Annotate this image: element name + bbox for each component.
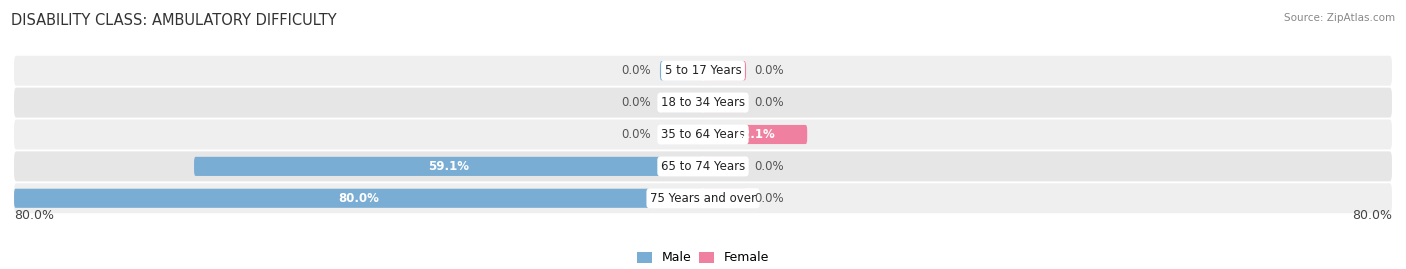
FancyBboxPatch shape [14,189,703,208]
FancyBboxPatch shape [659,125,703,144]
Text: 59.1%: 59.1% [427,160,470,173]
FancyBboxPatch shape [14,119,1392,150]
Text: 12.1%: 12.1% [735,128,776,141]
Text: 0.0%: 0.0% [755,192,785,205]
FancyBboxPatch shape [703,93,747,112]
Text: 35 to 64 Years: 35 to 64 Years [661,128,745,141]
FancyBboxPatch shape [703,189,747,208]
FancyBboxPatch shape [703,125,807,144]
FancyBboxPatch shape [659,93,703,112]
Text: 80.0%: 80.0% [337,192,380,205]
Text: Source: ZipAtlas.com: Source: ZipAtlas.com [1284,13,1395,23]
Text: 5 to 17 Years: 5 to 17 Years [665,64,741,77]
Text: 18 to 34 Years: 18 to 34 Years [661,96,745,109]
FancyBboxPatch shape [194,157,703,176]
Text: 0.0%: 0.0% [621,128,651,141]
Text: DISABILITY CLASS: AMBULATORY DIFFICULTY: DISABILITY CLASS: AMBULATORY DIFFICULTY [11,13,337,29]
Text: 0.0%: 0.0% [621,64,651,77]
Text: 0.0%: 0.0% [755,96,785,109]
Text: 75 Years and over: 75 Years and over [650,192,756,205]
Text: 0.0%: 0.0% [755,64,785,77]
FancyBboxPatch shape [703,157,747,176]
FancyBboxPatch shape [14,88,1392,118]
FancyBboxPatch shape [703,61,747,80]
FancyBboxPatch shape [14,183,1392,213]
Text: 0.0%: 0.0% [755,160,785,173]
Text: 0.0%: 0.0% [621,96,651,109]
FancyBboxPatch shape [14,151,1392,181]
Text: 80.0%: 80.0% [1353,209,1392,222]
Text: 65 to 74 Years: 65 to 74 Years [661,160,745,173]
Legend: Male, Female: Male, Female [631,246,775,269]
FancyBboxPatch shape [14,56,1392,86]
FancyBboxPatch shape [659,61,703,80]
Text: 80.0%: 80.0% [14,209,53,222]
